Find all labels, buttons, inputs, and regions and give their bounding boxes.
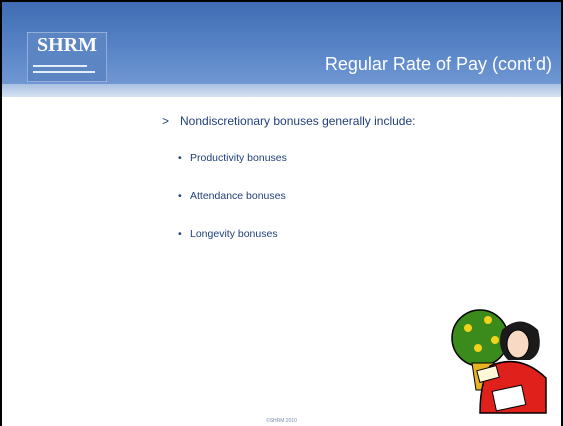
bullet-dot: • [178, 190, 190, 202]
logo-text: SHRM [37, 34, 97, 56]
sub-bullet: •Longevity bonuses [178, 228, 287, 266]
clipart [450, 298, 550, 418]
sub-bullet: •Productivity bonuses [178, 152, 287, 190]
header-strip [2, 84, 561, 97]
bullet-dot: • [178, 228, 190, 240]
logo: SHRM [27, 32, 107, 82]
main-bullet-text: Nondiscretionary bonuses generally inclu… [180, 114, 415, 128]
sub-bullet-text: Attendance bonuses [190, 190, 286, 202]
sub-bullet-text: Productivity bonuses [190, 152, 287, 164]
sub-bullets: •Productivity bonuses•Attendance bonuses… [178, 152, 287, 266]
bullet-marker: > [162, 114, 180, 128]
slide: SHRM Regular Rate of Pay (cont’d) >Nondi… [0, 0, 563, 426]
sub-bullet-text: Longevity bonuses [190, 228, 278, 240]
footer: ©SHRM 2010 [2, 418, 561, 424]
slide-title: Regular Rate of Pay (cont’d) [242, 54, 552, 75]
bullet-dot: • [178, 152, 190, 164]
sub-bullet: •Attendance bonuses [178, 190, 287, 228]
main-bullet: >Nondiscretionary bonuses generally incl… [162, 114, 415, 128]
